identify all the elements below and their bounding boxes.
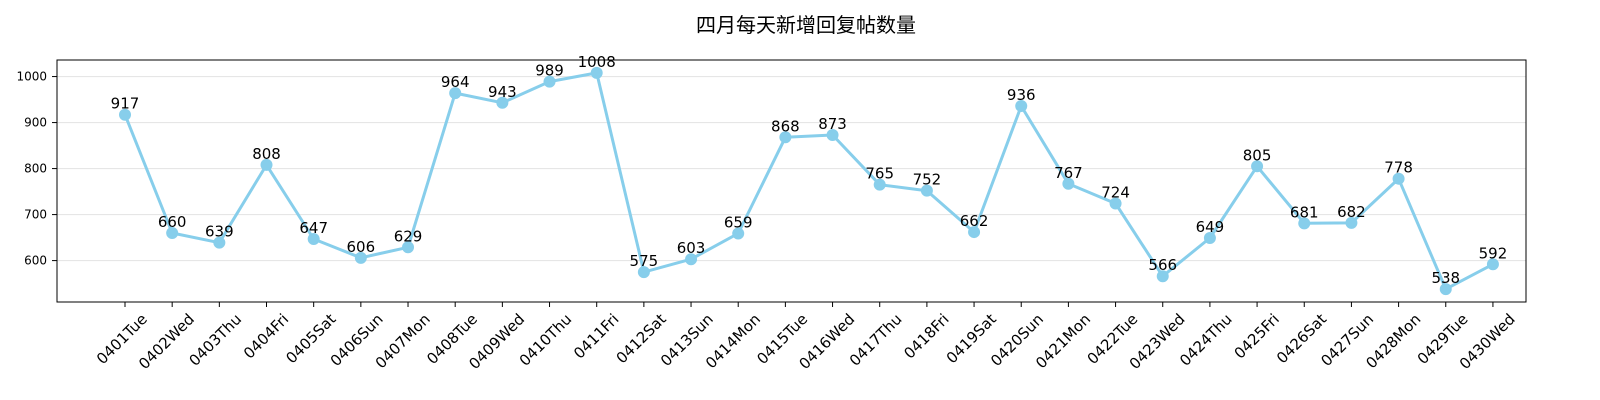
data-point	[590, 66, 603, 79]
data-label: 662	[960, 212, 989, 230]
data-point	[1345, 216, 1358, 229]
data-point	[1486, 258, 1499, 271]
data-point	[826, 128, 839, 141]
data-point	[920, 184, 933, 197]
data-point	[1203, 232, 1216, 245]
data-point	[732, 227, 745, 240]
data-point	[1062, 177, 1075, 190]
data-point	[496, 96, 509, 109]
data-label: 682	[1337, 203, 1366, 221]
data-point	[1015, 100, 1028, 113]
data-label: 752	[913, 171, 942, 189]
x-tick-label: 0417Thu	[846, 310, 906, 370]
data-label: 603	[677, 239, 706, 257]
data-label: 805	[1243, 146, 1272, 164]
data-label: 575	[630, 252, 659, 270]
data-point	[1156, 270, 1169, 283]
data-point	[1109, 197, 1122, 210]
data-point	[402, 241, 415, 254]
data-point	[1298, 217, 1311, 230]
data-point	[307, 232, 320, 245]
x-tick-label: 0410Thu	[516, 310, 576, 370]
plot-area-frame	[56, 59, 1527, 303]
data-label: 873	[818, 115, 847, 133]
series-line	[123, 71, 1494, 291]
data-point	[968, 226, 981, 239]
data-label: 538	[1431, 269, 1460, 287]
y-tick-label: 800	[24, 162, 47, 176]
data-label: 868	[771, 117, 800, 135]
data-label: 778	[1384, 159, 1413, 177]
data-label: 592	[1479, 244, 1508, 262]
data-point	[1392, 172, 1405, 185]
data-point	[637, 266, 650, 279]
data-label: 989	[535, 62, 564, 80]
data-label: 659	[724, 213, 753, 231]
data-labels: 917 660 639 808 647 606 629 964 943 989 1008 575 603…	[111, 53, 1508, 287]
data-label: 917	[111, 95, 140, 113]
chart-title: 四月每天新增回复帖数量	[696, 13, 916, 37]
data-label: 936	[1007, 86, 1036, 104]
data-point	[260, 158, 273, 171]
y-tick-label: 700	[24, 208, 47, 222]
data-label: 724	[1101, 184, 1130, 202]
data-point	[449, 87, 462, 100]
data-label: 649	[1196, 218, 1225, 236]
data-label: 639	[205, 223, 234, 241]
data-label: 660	[158, 213, 187, 231]
data-label: 647	[299, 219, 328, 237]
data-point	[1439, 283, 1452, 296]
data-label: 681	[1290, 203, 1319, 221]
data-label: 808	[252, 145, 281, 163]
data-label: 566	[1148, 256, 1177, 274]
data-label: 606	[347, 238, 376, 256]
grid-lines	[57, 76, 1526, 262]
data-point	[685, 253, 698, 266]
data-label: 629	[394, 227, 423, 245]
data-point	[119, 108, 131, 121]
y-tick-label: 1000	[16, 70, 47, 84]
data-label: 767	[1054, 164, 1083, 182]
data-point	[1251, 160, 1264, 173]
data-point	[166, 226, 179, 239]
data-label: 1008	[578, 53, 616, 71]
data-label: 943	[488, 83, 517, 101]
x-tick-label: 0424Thu	[1176, 310, 1236, 370]
data-label: 765	[865, 165, 894, 183]
series	[119, 66, 1499, 296]
data-label: 964	[441, 73, 470, 91]
x-axis: 0401Tue0402Wed0403Thu0404Fri0405Sat0406S…	[93, 302, 1519, 373]
x-tick-label: 0403Thu	[186, 310, 246, 370]
data-point	[873, 178, 886, 191]
y-axis: 600 700 800 900 1000	[16, 70, 57, 268]
data-point	[354, 251, 367, 264]
y-tick-label: 600	[24, 254, 47, 268]
data-point	[779, 131, 792, 144]
y-tick-label: 900	[24, 116, 47, 130]
data-point	[543, 75, 556, 88]
data-point	[213, 236, 226, 249]
